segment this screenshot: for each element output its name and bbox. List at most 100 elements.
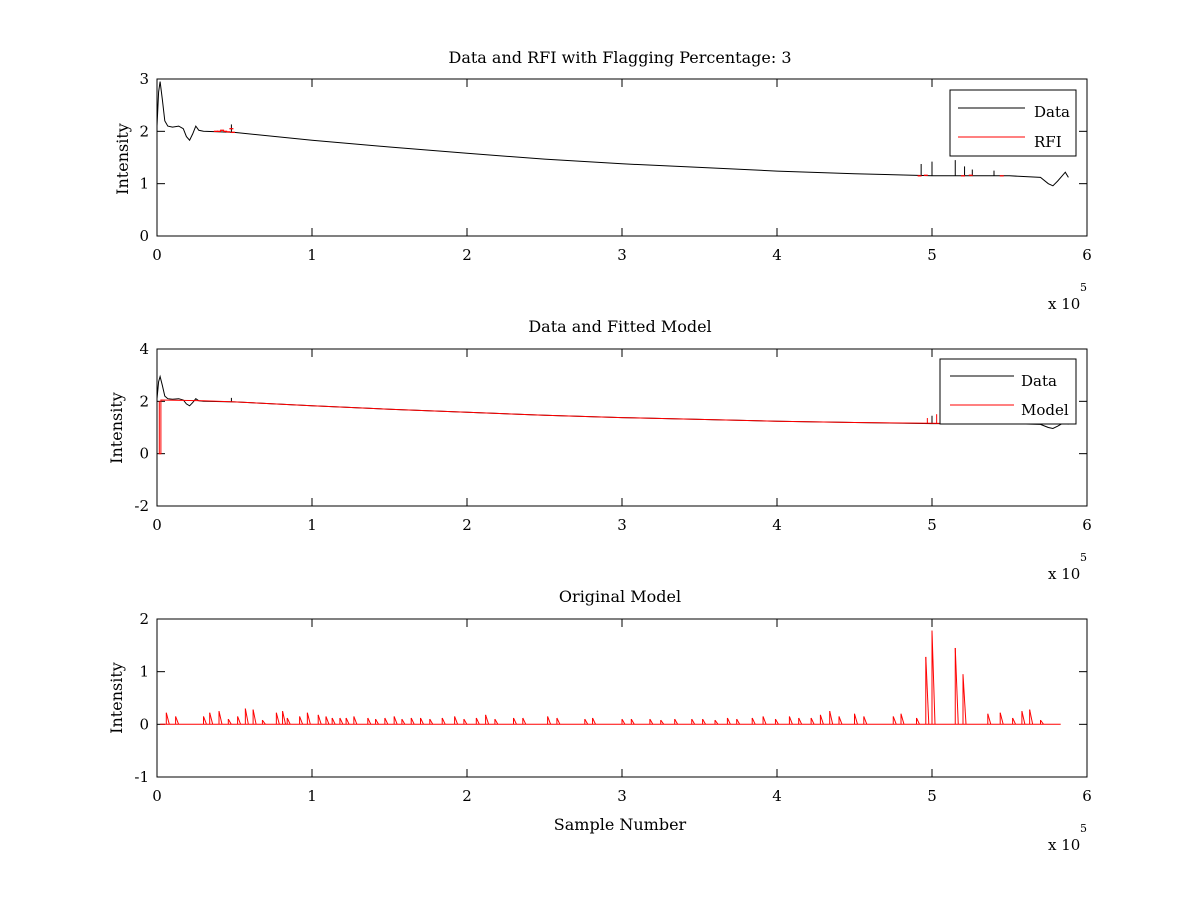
- y-tick-label: 2: [139, 610, 149, 628]
- series-model-spike-decay: [900, 713, 905, 725]
- series-model-spike-decay: [401, 718, 406, 725]
- series-model-spike-decay: [916, 717, 920, 725]
- series-model-spike-decay: [282, 711, 287, 725]
- x-tick-label: 2: [462, 246, 472, 264]
- chart-title: Data and RFI with Flagging Percentage: 3: [448, 48, 791, 67]
- x-axis-label: Sample Number: [554, 815, 687, 834]
- series-model-spike-decay: [954, 647, 959, 725]
- y-tick-label: 0: [139, 715, 149, 733]
- legend-label-data: Data: [1034, 103, 1070, 121]
- x-tick-label: 5: [927, 787, 937, 805]
- series-model-spike-decay: [441, 717, 446, 725]
- series-model-spike-decay: [353, 716, 358, 725]
- series-model-spike-decay: [751, 717, 756, 725]
- series-model-spike-decay: [261, 719, 266, 725]
- series-model-spike-decay: [463, 718, 468, 725]
- series-model-spike-decay: [556, 717, 561, 725]
- series-model-spike-decay: [339, 717, 344, 725]
- series-data-line: [156, 81, 1069, 187]
- series-model-spike-decay: [244, 708, 249, 725]
- series-model-spike-decay: [925, 656, 930, 725]
- series-model-spike-decay: [522, 717, 527, 725]
- series-model-spike-decay: [429, 718, 434, 725]
- x-tick-label: 3: [617, 246, 627, 264]
- series-model-spike-decay: [420, 717, 424, 725]
- legend: Data Model: [939, 358, 1077, 425]
- series-model-spike-decay: [810, 717, 815, 725]
- series-model-spike-decay: [375, 718, 379, 725]
- legend-label-data: Data: [1021, 372, 1057, 390]
- y-tick-label: 1: [139, 175, 149, 193]
- x-tick-label: 4: [772, 246, 782, 264]
- series-model-spike-decay: [165, 712, 170, 725]
- x-tick-label: 1: [307, 516, 317, 534]
- y-axis-label: Intensity: [107, 662, 126, 734]
- x-tick-label: 0: [152, 516, 162, 534]
- series-model-spike-decay: [660, 719, 665, 725]
- series-model-spike-decay: [252, 709, 257, 725]
- series-model-spike-decay: [209, 712, 214, 725]
- x-tick-label: 3: [617, 516, 627, 534]
- series-model-spike-decay: [630, 718, 635, 725]
- series-model-spike-decay: [175, 716, 180, 725]
- series-model-spike-decay: [621, 718, 626, 725]
- series-model-spike-decay: [325, 716, 330, 725]
- y-tick-label: 0: [139, 227, 149, 245]
- series-model-spike-decay: [863, 716, 868, 725]
- series-model-spike-decay: [345, 717, 350, 725]
- series-model-spike-decay: [317, 714, 322, 725]
- legend-label-rfi: RFI: [1034, 133, 1062, 151]
- series-model-spike-decay: [237, 716, 242, 725]
- series-model-spike-decay: [674, 718, 679, 725]
- chart-panel-2: Data and Fitted Model Intensity 0 1 2 3 4 5 6 -…: [107, 317, 1092, 583]
- series-model-spike-decay: [367, 717, 372, 725]
- x-tick-label: 6: [1082, 246, 1092, 264]
- series-model-spike-decay: [203, 716, 207, 725]
- series-model-spike-decay: [592, 717, 597, 725]
- series-model-spike-decay: [513, 717, 517, 725]
- series-model-spike-decay: [299, 716, 304, 725]
- series-model-spike-decay: [788, 716, 793, 725]
- series-model-spike-decay: [649, 718, 654, 725]
- x-multiplier-exponent: 5: [1080, 822, 1087, 835]
- series-model-spike-decay: [584, 718, 589, 725]
- y-tick-label: -2: [134, 497, 149, 515]
- y-axis-label: Intensity: [113, 123, 132, 195]
- series-model-spike-decay: [547, 716, 552, 725]
- series-model-spike-decay: [714, 719, 719, 725]
- x-tick-label: 5: [927, 516, 937, 534]
- series-model-spike-decay: [218, 711, 223, 725]
- series-model-spike-decay: [286, 717, 291, 725]
- series-model-spike-decay: [485, 714, 490, 725]
- series-model-spike-decay: [393, 716, 398, 725]
- x-tick-label: 1: [307, 246, 317, 264]
- x-tick-label: 4: [772, 787, 782, 805]
- legend-label-model: Model: [1021, 401, 1069, 419]
- series-model-spike-decay: [1040, 719, 1044, 725]
- y-tick-label: 3: [139, 70, 149, 88]
- series-model-spike-decay: [306, 712, 311, 725]
- series-model-spike-decay: [384, 717, 389, 725]
- x-tick-label: 6: [1082, 787, 1092, 805]
- chart-title: Data and Fitted Model: [528, 317, 711, 336]
- series-model-spike-decay: [762, 716, 767, 725]
- series-model-spike-decay: [1029, 709, 1034, 725]
- series-model-spike-decay: [454, 716, 459, 725]
- series-model-spike-decay: [819, 714, 824, 725]
- y-tick-label: 4: [139, 340, 149, 358]
- y-tick-label: 2: [139, 392, 149, 410]
- chart-panel-1: Data and RFI with Flagging Percentage: 3…: [113, 48, 1092, 313]
- x-tick-label: 3: [617, 787, 627, 805]
- series-model-spike-decay: [410, 717, 415, 725]
- series-model-spike-decay: [892, 716, 897, 725]
- x-tick-label: 4: [772, 516, 782, 534]
- series-model-spike-decay: [736, 718, 741, 725]
- series-model-spike-decay: [775, 718, 779, 725]
- y-tick-label: 0: [139, 445, 149, 463]
- series-model-spike-decay: [838, 716, 843, 725]
- x-multiplier-label: x 10: [1048, 565, 1080, 583]
- legend: Data RFI: [949, 89, 1077, 157]
